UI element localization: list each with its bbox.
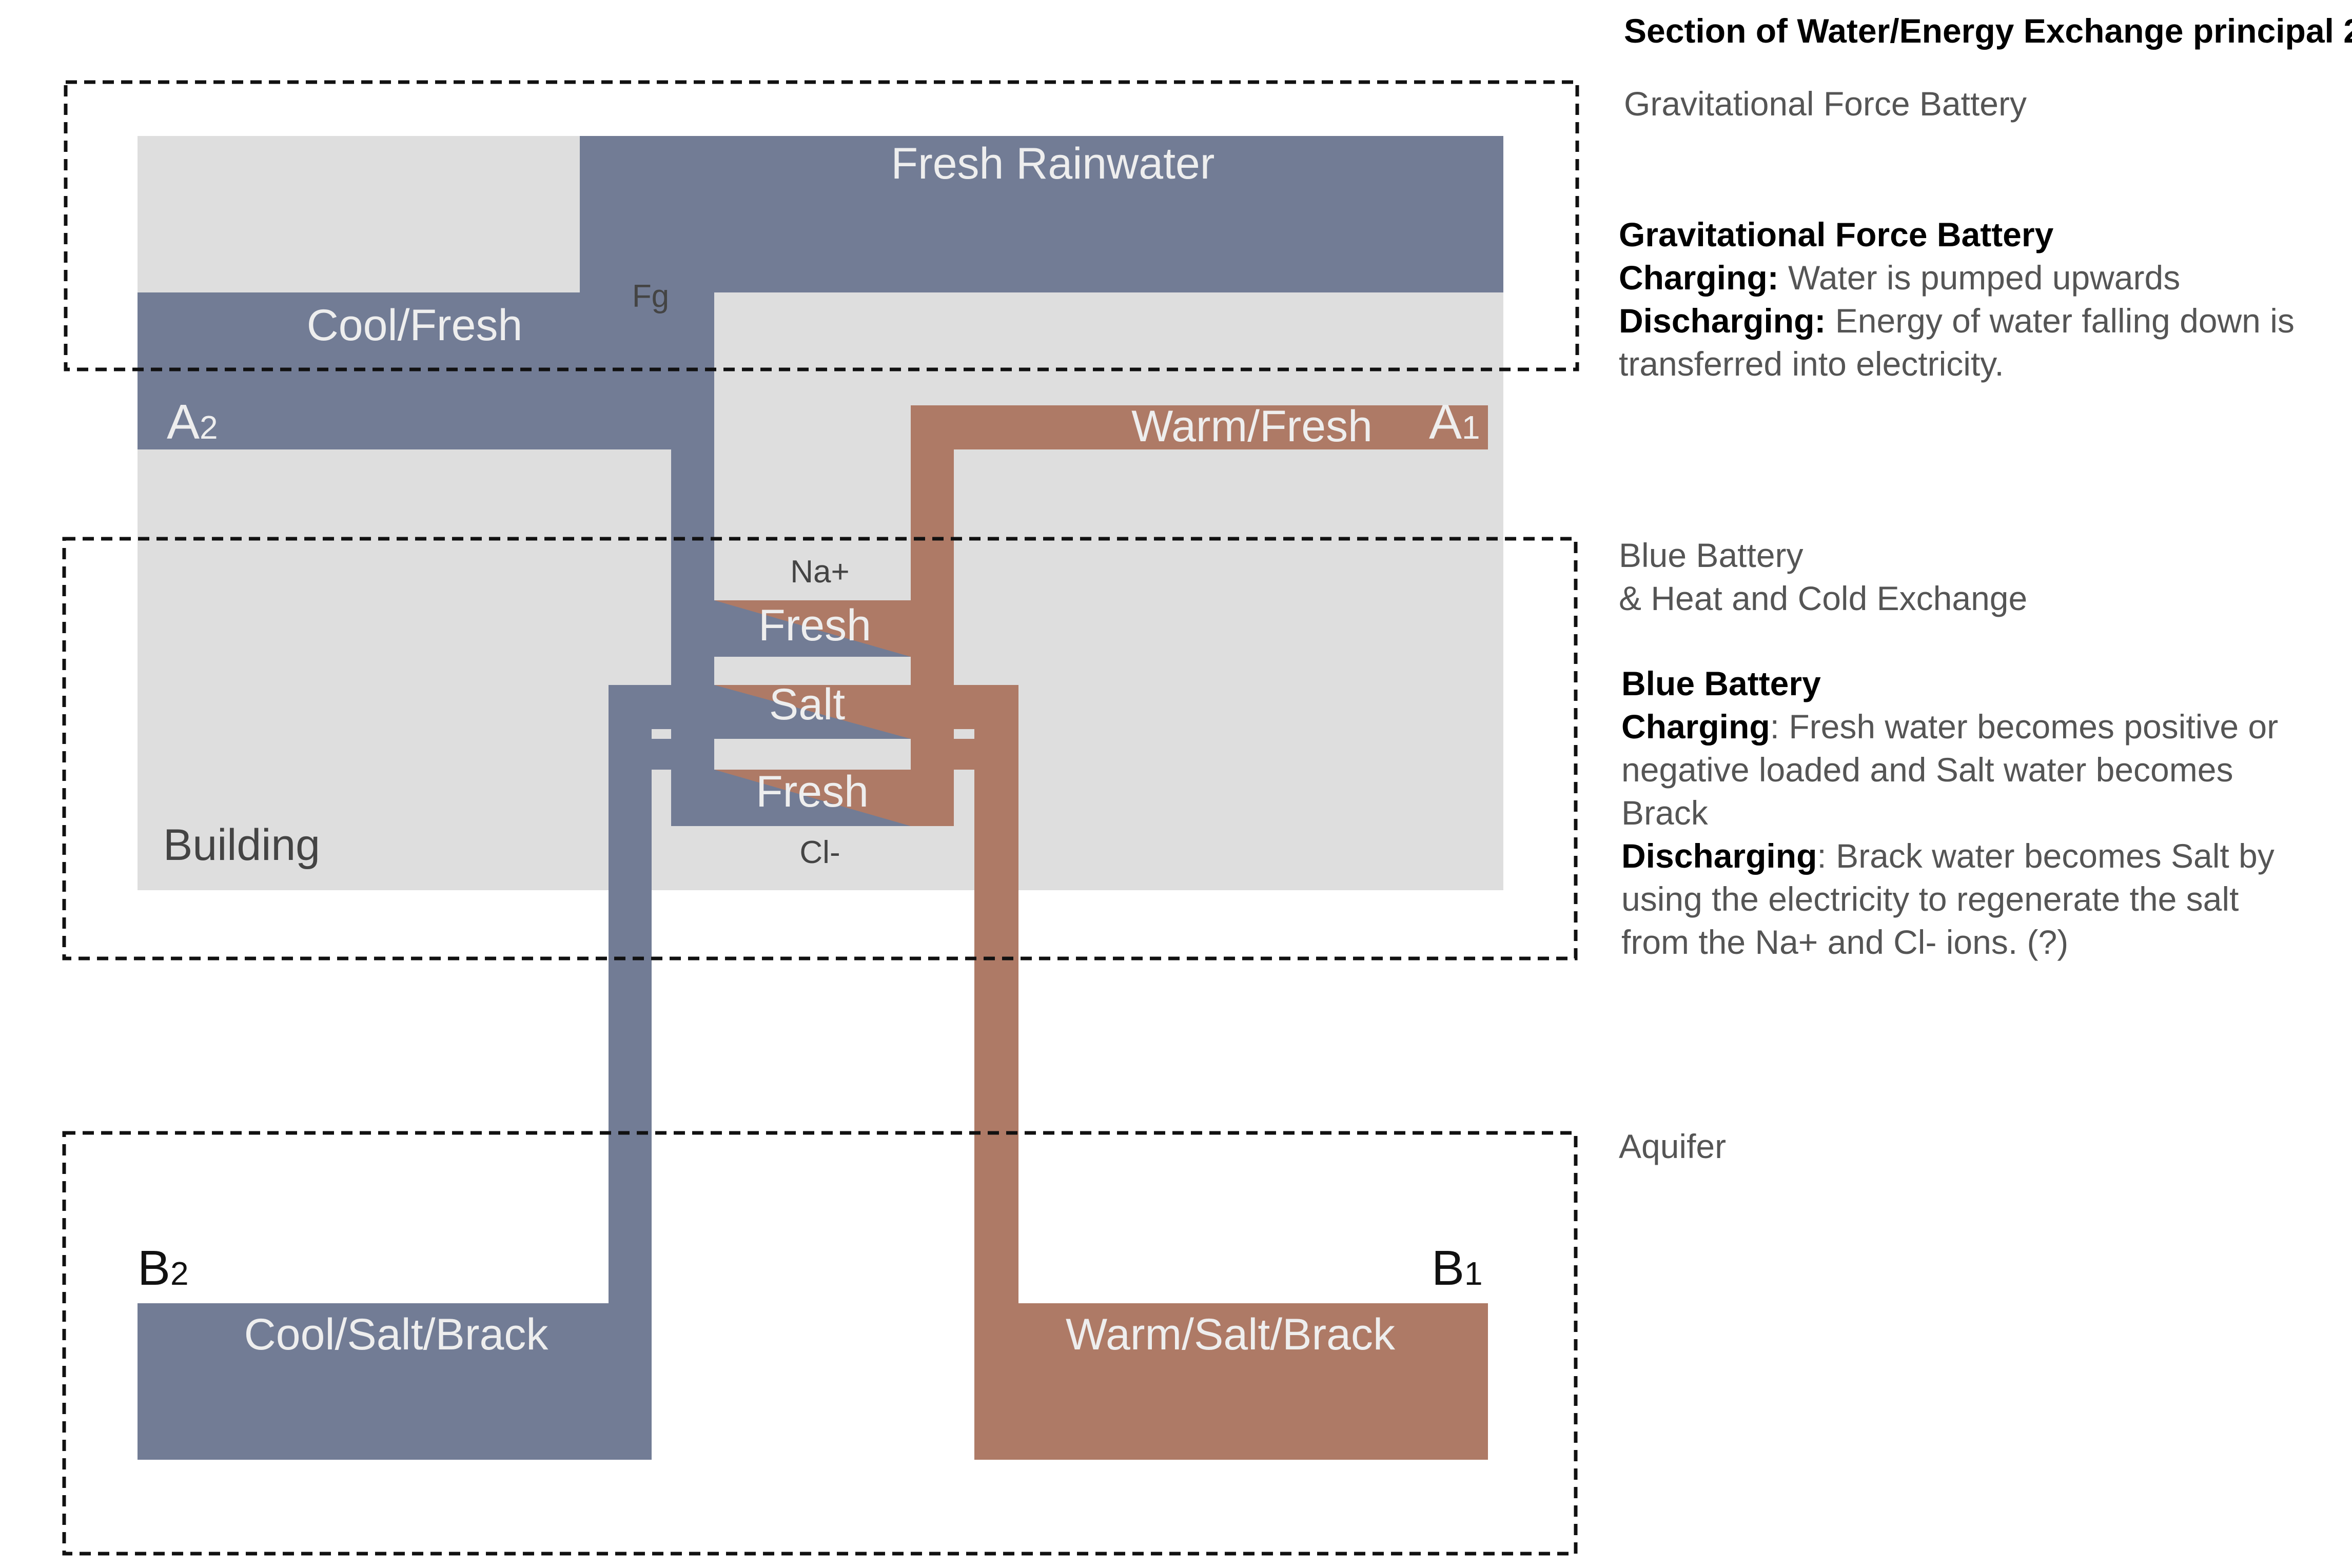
fresh-rainwater-tank [580, 136, 1503, 292]
warm-fresh-label: Warm/Fresh [1131, 402, 1373, 451]
zone-blue-battery [62, 537, 1578, 961]
warm-fresh-pipe [911, 405, 1488, 449]
cool-salt-connector [609, 685, 714, 729]
blue-zone-label: Blue Battery & Heat and Cold Exchange [1619, 534, 2027, 620]
warm-water-network [911, 405, 1488, 1460]
exchange-cell-salt [714, 685, 911, 739]
blue-zone-label-line2: & Heat and Cold Exchange [1619, 579, 2028, 617]
gravity-description: Gravitational Force Battery Charging: Wa… [1619, 213, 2327, 385]
cool-water-network [138, 136, 1503, 1460]
warm-salt-connector-lower [911, 739, 974, 770]
a2-label: A2 [167, 395, 218, 449]
cool-fresh-connector-top [671, 600, 714, 631]
cool-salt-brack-tank [138, 1303, 652, 1460]
gravity-charging: Charging: Water is pumped upwards [1619, 259, 2181, 297]
blue-discharging: Discharging: Brack water becomes Salt by… [1621, 837, 2275, 961]
cool-salt-brack-label: Cool/Salt/Brack [244, 1310, 549, 1359]
exchange-cells [714, 600, 911, 826]
gravity-heading: Gravitational Force Battery [1619, 215, 2054, 253]
salt-label: Salt [769, 680, 845, 729]
fresh-bottom-label: Fresh [756, 767, 869, 816]
a1-label: A1 [1429, 395, 1480, 449]
zone-aquifer [62, 1131, 1578, 1556]
na-plus-label: Na+ [790, 554, 849, 590]
fg-label: Fg [632, 279, 669, 314]
zone-gravitational [64, 80, 1579, 371]
fresh-top-label: Fresh [758, 601, 871, 650]
exchange-cell-fresh-top [714, 600, 911, 657]
page-title: Section of Water/Energy Exchange princip… [1624, 12, 2352, 50]
gravity-discharging: Discharging: Energy of water falling dow… [1619, 302, 2295, 383]
cl-minus-label: Cl- [799, 835, 840, 870]
b2-label: B2 [138, 1241, 189, 1296]
warm-salt-brack-tank [974, 1303, 1488, 1460]
blue-zone-label-line1: Blue Battery [1619, 536, 1804, 574]
exchange-cell-fresh-bottom [714, 770, 911, 826]
blue-charging: Charging: Fresh water becomes positive o… [1621, 708, 2279, 832]
cool-salt-connector-lower [652, 739, 714, 770]
aquifer-zone-label: Aquifer [1619, 1127, 1727, 1165]
cool-fresh-label: Cool/Fresh [307, 301, 523, 350]
b1-label: B1 [1432, 1241, 1483, 1296]
fresh-rainwater-label: Fresh Rainwater [891, 139, 1215, 188]
blue-heading: Blue Battery [1621, 664, 1821, 702]
gravity-zone-label: Gravitational Force Battery [1624, 85, 2027, 123]
building-label: Building [163, 820, 320, 870]
blue-description: Blue Battery Charging: Fresh water becom… [1621, 662, 2309, 964]
warm-salt-brack-label: Warm/Salt/Brack [1066, 1310, 1396, 1359]
